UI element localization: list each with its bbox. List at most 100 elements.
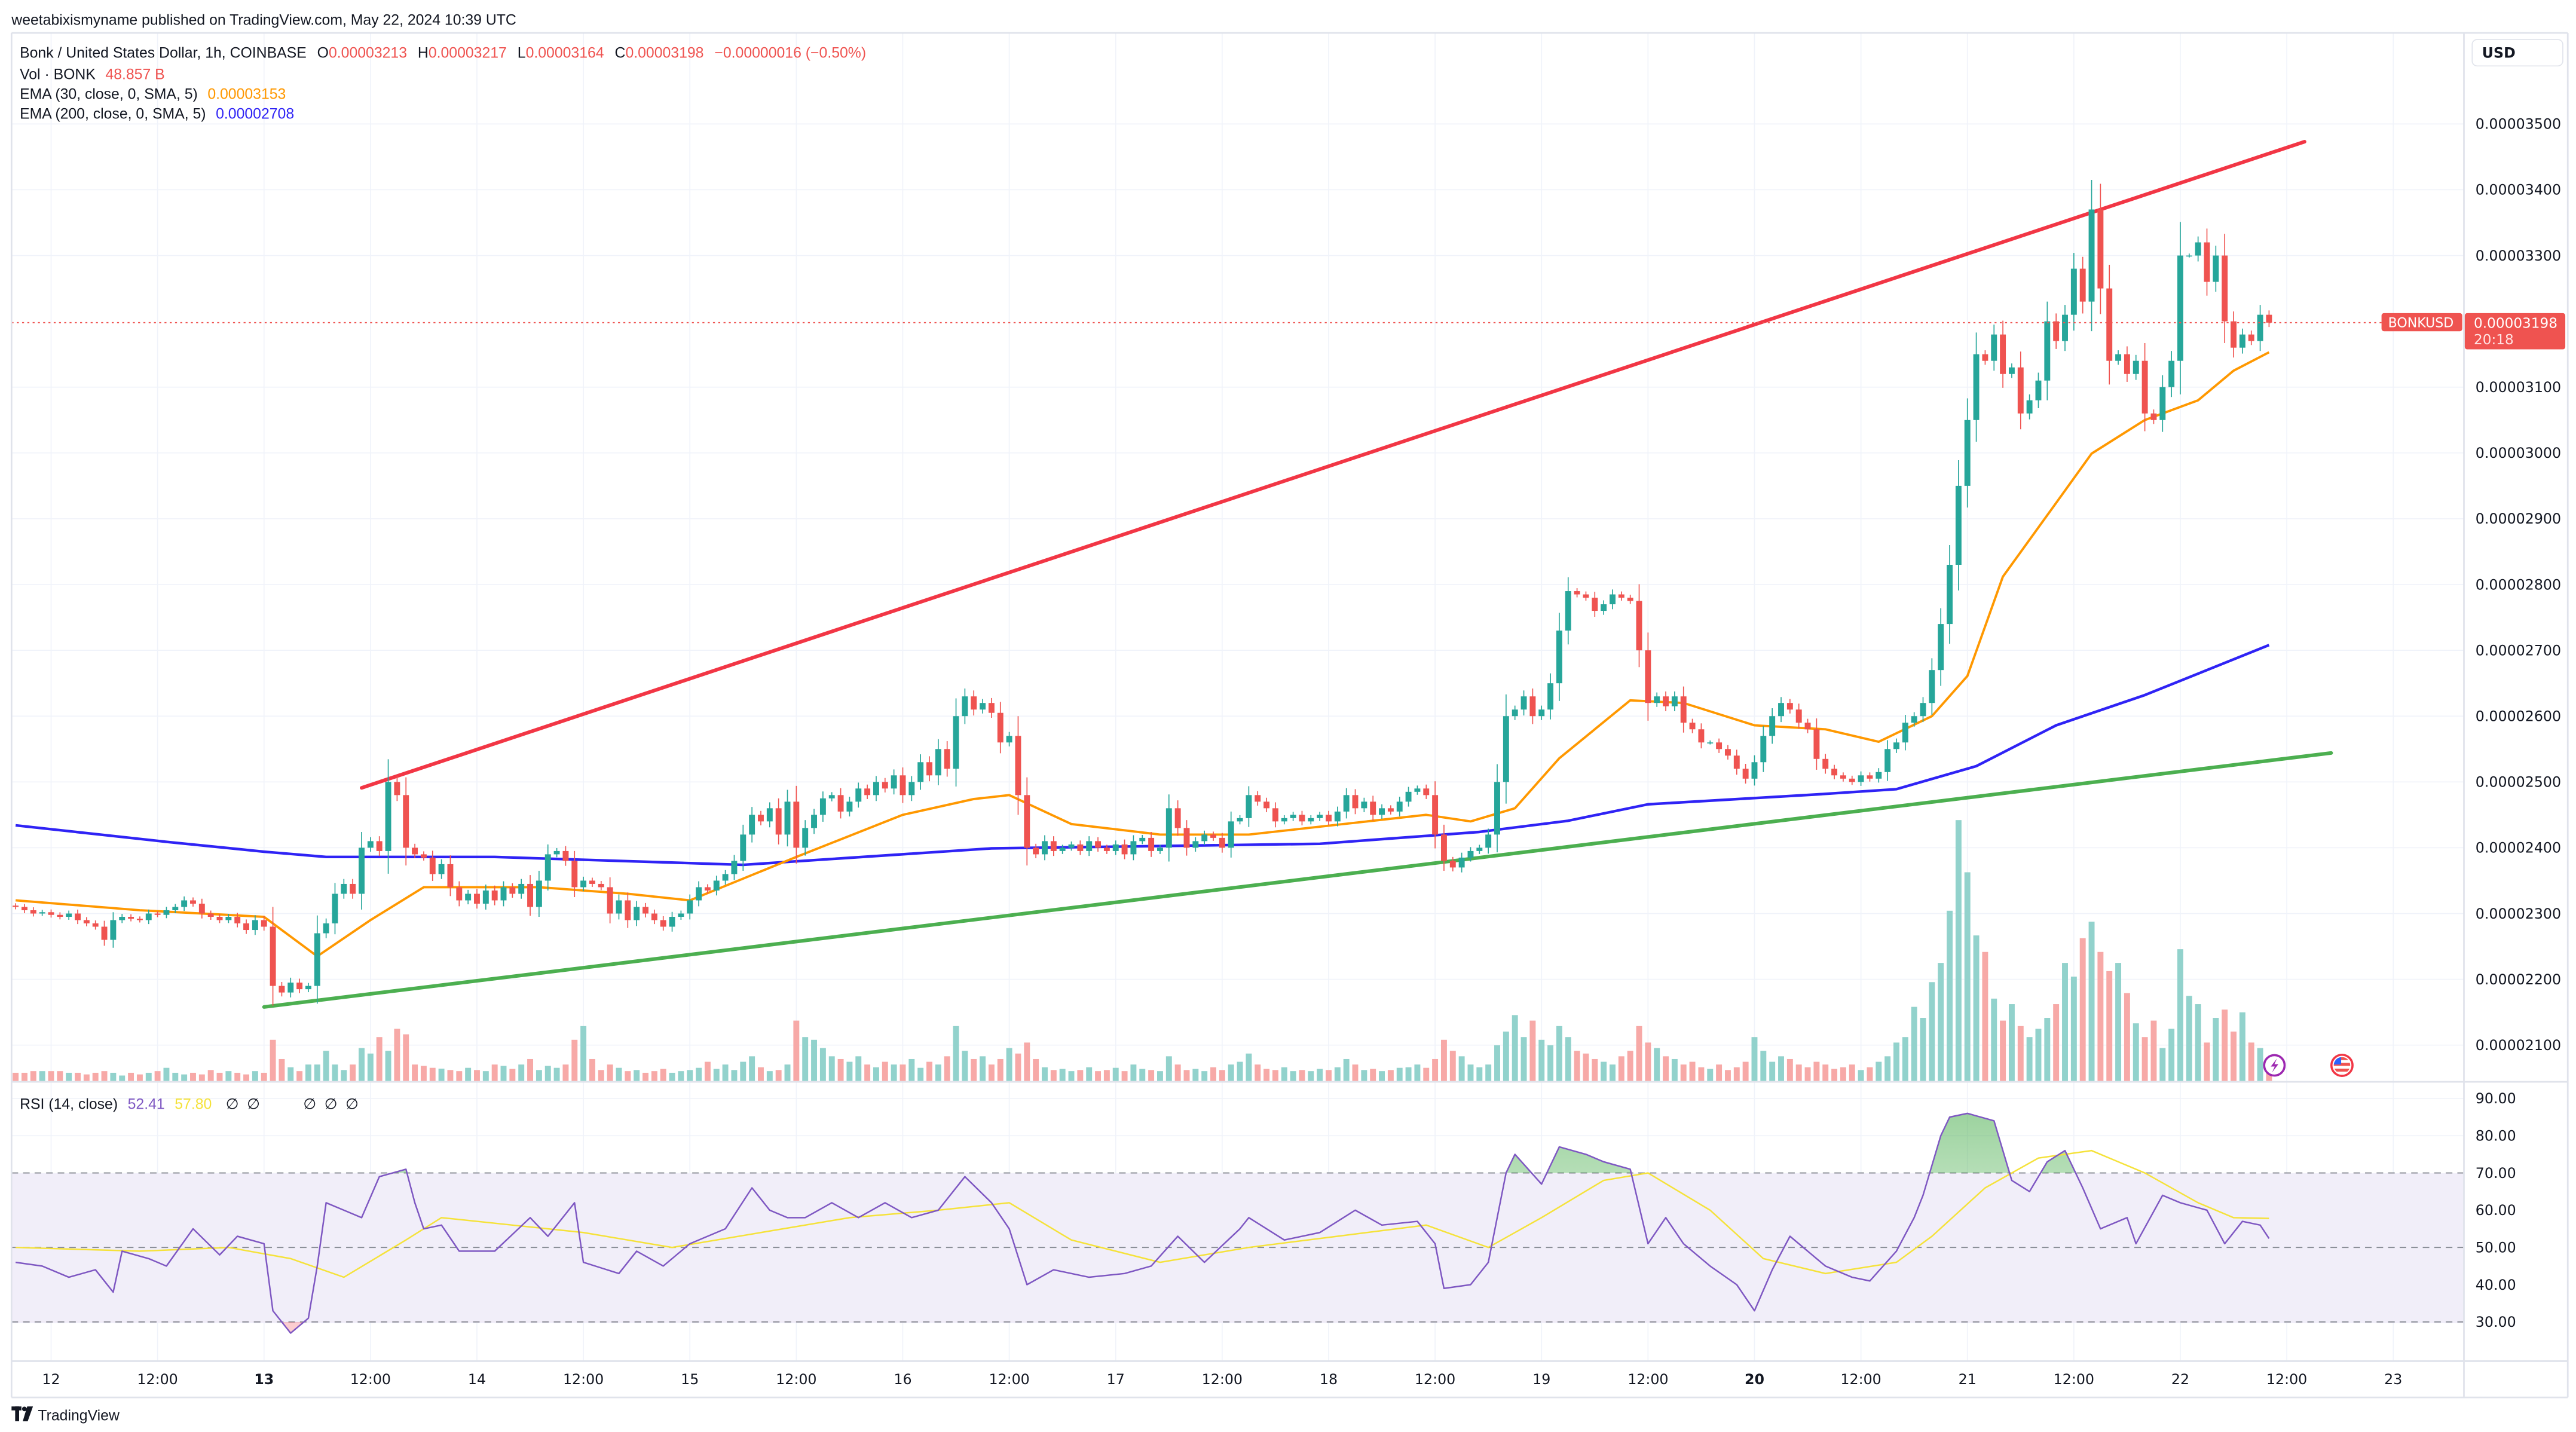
volume-bar [1121, 1071, 1128, 1081]
time-label: 12:00 [1202, 1371, 1243, 1388]
candle-body [660, 920, 666, 927]
candle-body [1645, 650, 1651, 703]
candle-body [420, 854, 427, 858]
volume-bar [2204, 1042, 2210, 1081]
candle-body [154, 913, 161, 915]
candle-body [1760, 736, 1767, 763]
currency-button[interactable] [2471, 39, 2563, 67]
volume-bar [758, 1067, 764, 1081]
volume-bar [1716, 1064, 1723, 1081]
price-axis[interactable]: USD 0.000035000.000034000.000033000.0000… [2471, 39, 2563, 1330]
rsi-placeholder: ∅ [325, 1097, 338, 1113]
candle-body [1103, 847, 1110, 851]
volume-bar [1263, 1069, 1270, 1081]
candle-body [2266, 314, 2272, 323]
volume-bar [669, 1072, 675, 1081]
candle-body [1786, 703, 1793, 710]
candle-body [2106, 288, 2113, 361]
rsi-legend[interactable]: RSI (14, close) 52.41 57.80 ∅ ∅ ∅ ∅ ∅ [20, 1097, 359, 1113]
candle-body [1583, 594, 1589, 598]
volume-bar [83, 1074, 90, 1081]
candle-body [172, 907, 179, 910]
volume-bar [1157, 1071, 1163, 1081]
us-flag-icon[interactable] [2330, 1054, 2354, 1077]
volume-bar [1361, 1070, 1367, 1081]
volume-bar [1813, 1061, 1820, 1081]
lightning-icon[interactable] [2263, 1054, 2286, 1077]
volume-bar [1086, 1067, 1093, 1081]
volume-bar [2150, 1020, 2157, 1081]
candle-body [359, 847, 365, 894]
candle-body [438, 864, 445, 874]
candle-body [775, 808, 782, 835]
candle-body [1086, 841, 1093, 851]
volume-bar [1183, 1070, 1190, 1081]
published-caption: weetabixismyname published on TradingVie… [11, 12, 516, 28]
candle-body [2257, 314, 2263, 341]
legend-symbol: Bonk / United States Dollar, 1h, COINBAS… [20, 45, 307, 62]
candle-body [1663, 696, 1669, 706]
volume-bar [971, 1058, 977, 1081]
candle-body [1024, 795, 1030, 848]
candle-body [1095, 841, 1102, 848]
tradingview-logo[interactable]: TradingView [11, 1406, 120, 1424]
legend-ema200[interactable]: EMA (200, close, 0, SMA, 5) 0.00002708 [20, 106, 294, 123]
volume-bar [1396, 1067, 1403, 1081]
volume-bar [1326, 1070, 1332, 1081]
candle-body [1503, 716, 1509, 782]
tradingview-logo-icon [11, 1406, 33, 1422]
volume-bar [1201, 1071, 1208, 1081]
volume-bar [2106, 971, 2113, 1081]
volume-value: 48.857 B [105, 66, 164, 82]
volume-bar [1103, 1070, 1110, 1081]
volume-bar [819, 1048, 826, 1081]
volume-bar [1645, 1042, 1651, 1081]
volume-bar [305, 1064, 311, 1081]
price-tick-label: 0.00003000 [2476, 445, 2561, 461]
support-trendline[interactable] [262, 751, 2333, 1009]
time-axis[interactable]: 12 12:00 13 12:00 14 12:00 15 12:00 16 12:00 17 12:… [42, 1371, 2402, 1388]
price-tick-label: 0.00002600 [2476, 708, 2561, 724]
volume-bar [1920, 1018, 1926, 1081]
volume-bar [1707, 1069, 1714, 1081]
candle-body [1467, 850, 1474, 858]
candle-body [1574, 591, 1580, 595]
price-tick-label: 0.00002900 [2476, 510, 2561, 527]
volume-bar [420, 1066, 427, 1081]
legend-low-label: L [518, 45, 526, 62]
volume-bar [92, 1072, 99, 1081]
candle-body [544, 854, 551, 881]
volume-bar [2231, 1032, 2237, 1081]
volume-bar [1574, 1051, 1580, 1081]
candle-body [1601, 604, 1607, 611]
candle-body [48, 912, 54, 915]
volume-bar [766, 1071, 773, 1081]
trendlines[interactable] [262, 140, 2333, 1009]
candle-body [447, 864, 454, 888]
candle-body [571, 861, 578, 888]
candle-body [802, 828, 809, 848]
candle-body [66, 913, 72, 917]
volume-bar [1405, 1067, 1412, 1081]
candle-body [1414, 788, 1421, 792]
volume-bar [837, 1058, 844, 1081]
volume-bar [1334, 1067, 1341, 1081]
volume-bar [1476, 1067, 1483, 1081]
volume-bar [1414, 1064, 1421, 1081]
volume-bar [1627, 1051, 1633, 1081]
symbol-tag-text: BONKUSD [2388, 316, 2454, 331]
volume-bar [1831, 1069, 1838, 1081]
candle-body [1982, 354, 1988, 361]
volume-bar [394, 1029, 400, 1081]
candle-body [891, 775, 897, 789]
legend-volume[interactable]: Vol · BONK 48.857 B [20, 66, 165, 82]
volume-bar [1742, 1061, 1749, 1081]
resistance-trendline[interactable] [359, 140, 2306, 790]
time-label: 19 [1532, 1371, 1550, 1388]
candle-body [39, 912, 45, 914]
legend-ema30[interactable]: EMA (30, close, 0, SMA, 5) 0.00003153 [20, 86, 286, 102]
volume-bar [598, 1070, 604, 1081]
volume-bar [1955, 820, 1962, 1081]
volume-bar [1440, 1039, 1447, 1081]
